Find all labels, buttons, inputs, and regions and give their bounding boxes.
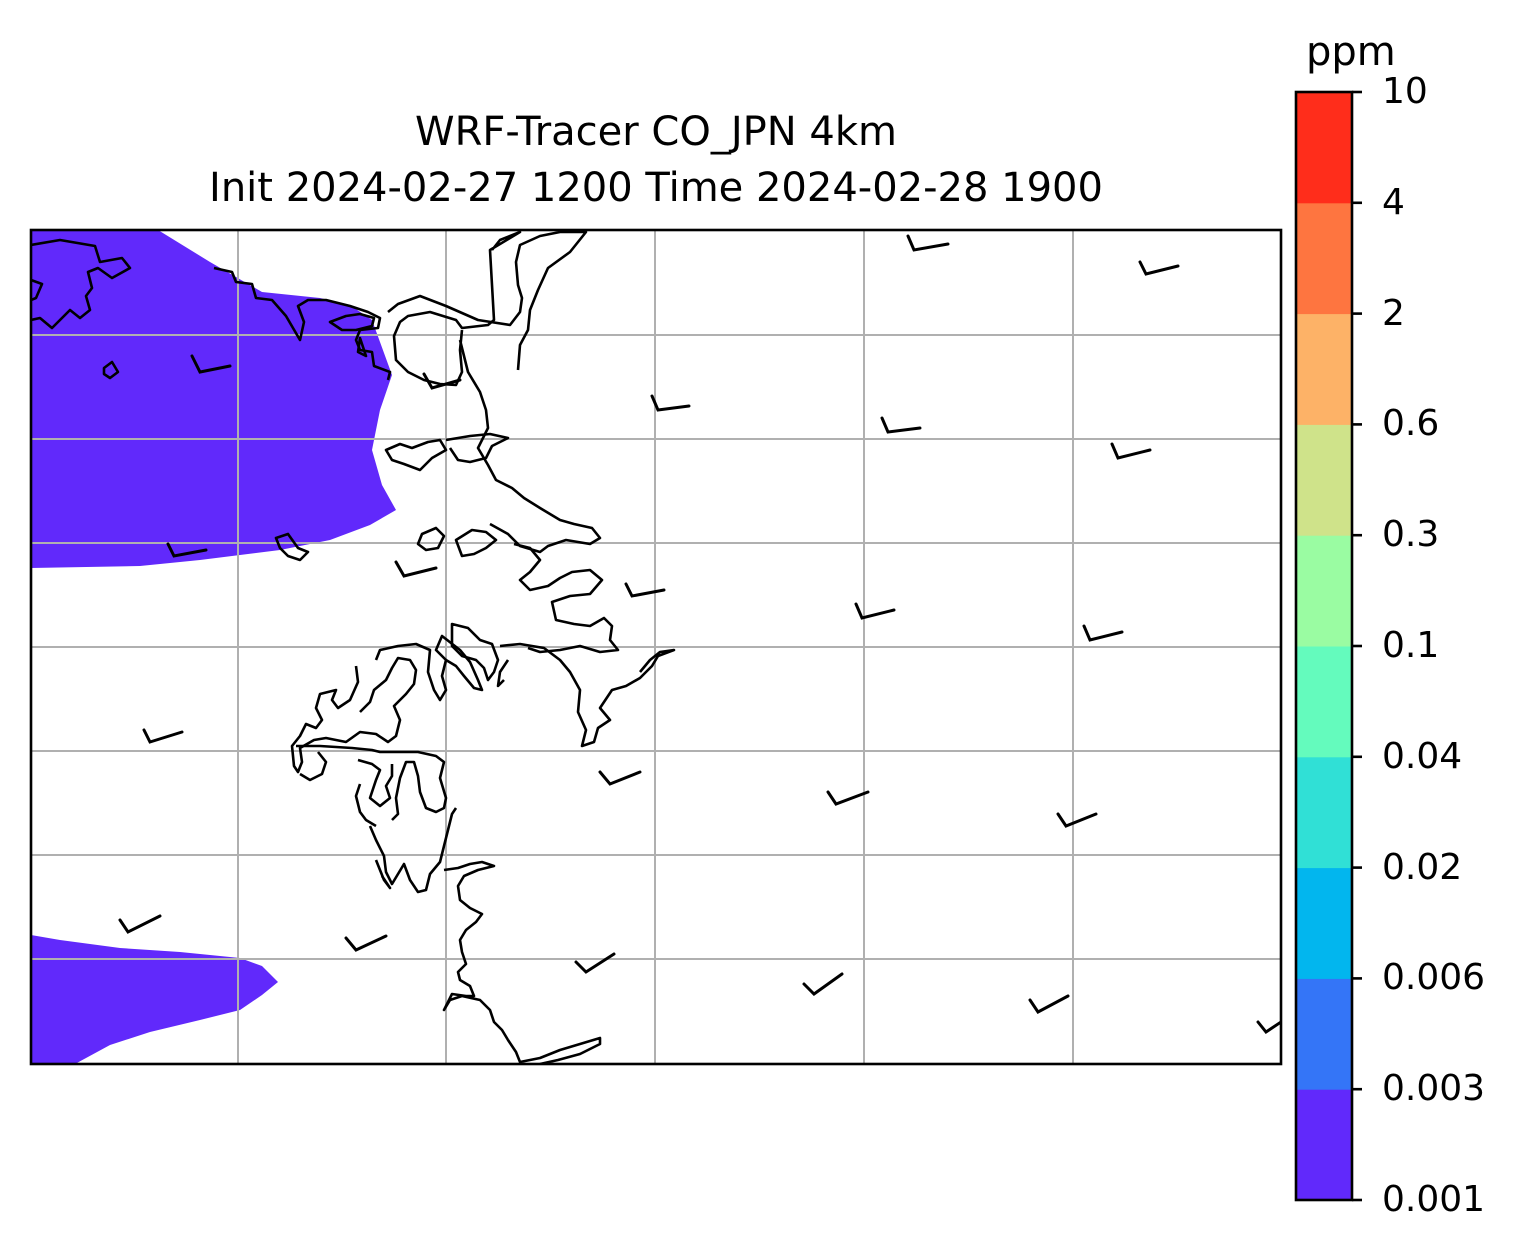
- colorbar-segment: [1296, 92, 1352, 204]
- wind-barbs: [118, 234, 1281, 1035]
- colorbar-tick-label: 0.003: [1382, 1068, 1486, 1110]
- colorbar-tick-label: 2: [1382, 292, 1405, 334]
- colorbar-segment: [1296, 202, 1352, 315]
- colorbar-segment: [1296, 1089, 1352, 1201]
- colorbar-segment: [1296, 313, 1352, 425]
- colorbar-tick-label: 10: [1382, 71, 1428, 112]
- colorbar-segment: [1296, 535, 1352, 647]
- colorbar-tick-label: 0.3: [1382, 514, 1440, 556]
- map-frame: [29, 228, 1283, 1066]
- colorbar-segment: [1296, 978, 1352, 1090]
- chart-title-line1: WRF-Tracer CO_JPN 4km: [415, 109, 897, 155]
- colorbar-tick-label: 0.001: [1382, 1179, 1486, 1220]
- colorbar-tick-label: 0.6: [1382, 403, 1440, 445]
- colorbar-tick-label: 4: [1382, 181, 1405, 223]
- coastlines: [31, 230, 676, 1064]
- colorbar-tick-label: 0.006: [1382, 957, 1486, 999]
- tracer-region-south: [31, 935, 278, 1064]
- colorbar-segment: [1296, 756, 1352, 869]
- colorbar-segment: [1296, 646, 1352, 758]
- colorbar-tick-label: 0.02: [1382, 846, 1463, 888]
- colorbar-segment: [1296, 424, 1352, 536]
- chart-title-line2: Init 2024-02-27 1200 Time 2024-02-28 190…: [209, 165, 1103, 211]
- colorbar-unit-label: ppm: [1306, 29, 1396, 75]
- gridlines: [31, 230, 1281, 1064]
- colorbar-tick-label: 0.04: [1382, 735, 1463, 777]
- colorbar: [1294, 90, 1362, 1202]
- tracer-region-north: [31, 230, 396, 568]
- colorbar-segment: [1296, 867, 1352, 979]
- colorbar-tick-label: 0.1: [1382, 625, 1440, 666]
